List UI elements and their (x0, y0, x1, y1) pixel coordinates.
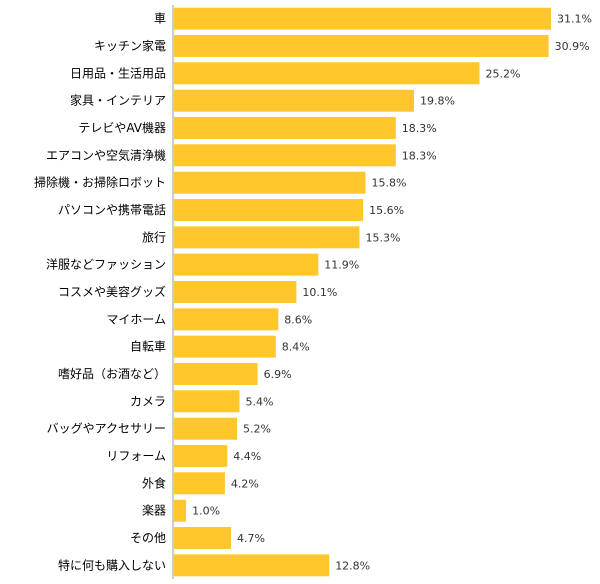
bar (174, 472, 225, 495)
category-label: コスメや美容グッズ (58, 284, 166, 299)
bar (174, 226, 360, 249)
category-label: 日用品・生活用品 (70, 66, 166, 80)
category-label: キッチン家電 (94, 38, 166, 53)
category-label: リフォーム (106, 449, 166, 463)
category-label: エアコンや空気清浄機 (46, 147, 166, 162)
category-label: テレビやAV機器 (78, 120, 166, 135)
value-label: 30.9% (555, 40, 590, 53)
category-label: 洋服などファッション (46, 257, 166, 272)
value-label: 12.8% (335, 559, 370, 572)
value-label: 4.7% (237, 532, 265, 545)
category-label: 車 (154, 12, 166, 26)
value-label: 10.1% (302, 286, 337, 299)
bar (174, 308, 279, 331)
value-label: 31.1% (557, 13, 592, 26)
value-label: 4.4% (233, 450, 261, 463)
category-label: 嗜好品（お酒など） (58, 367, 166, 381)
category-label: パソコンや携帯電話 (58, 202, 166, 217)
value-label: 4.2% (231, 477, 259, 490)
bar (174, 253, 319, 276)
bar (174, 62, 480, 85)
value-label: 15.8% (372, 177, 407, 190)
value-label: 6.9% (264, 368, 292, 381)
value-label: 5.4% (246, 395, 274, 408)
category-label: マイホーム (106, 312, 166, 326)
bar (174, 117, 396, 139)
bar (174, 144, 396, 167)
value-label: 25.2% (486, 67, 521, 80)
value-label: 19.8% (420, 95, 455, 108)
bar (174, 499, 187, 522)
category-label: カメラ (130, 394, 166, 408)
bar (174, 89, 414, 112)
value-label: 11.9% (324, 259, 359, 272)
bar (174, 445, 228, 467)
bar (174, 7, 551, 30)
bar (174, 199, 364, 221)
category-label: その他 (130, 531, 166, 545)
category-label: 自転車 (130, 340, 166, 354)
category-label: 旅行 (142, 230, 166, 244)
value-label: 18.3% (402, 122, 437, 135)
bar (174, 363, 258, 385)
value-label: 1.0% (192, 505, 220, 518)
bar (174, 390, 240, 413)
bar (174, 417, 237, 440)
category-label: 楽器 (142, 504, 166, 518)
value-label: 8.4% (282, 341, 310, 354)
bar (174, 171, 366, 194)
category-label: バッグやアクセサリー (47, 422, 166, 436)
value-label: 15.3% (366, 231, 401, 244)
category-label: 家具・インテリア (70, 93, 166, 108)
bar (174, 35, 549, 57)
value-label: 18.3% (402, 149, 437, 162)
category-label: 外食 (142, 475, 166, 490)
bar (174, 527, 231, 549)
value-label: 8.6% (284, 313, 312, 326)
bar (174, 554, 330, 577)
category-label: 掃除機・お掃除ロボット (34, 175, 166, 190)
category-label: 特に何も購入しない (58, 557, 166, 572)
bar (174, 281, 297, 303)
value-label: 15.6% (369, 204, 404, 217)
value-label: 5.2% (243, 423, 271, 436)
bar (174, 335, 276, 358)
